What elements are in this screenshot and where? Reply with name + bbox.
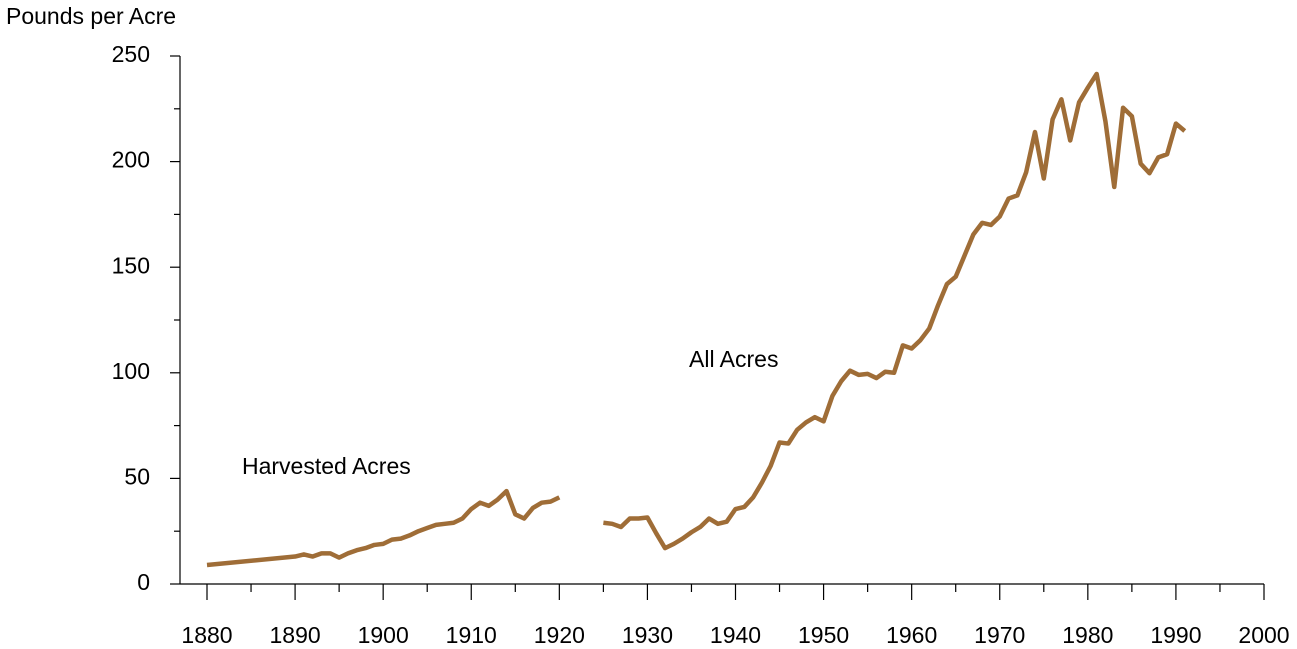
y-tick-label: 200 [112, 147, 150, 173]
y-tick-label: 100 [112, 358, 150, 384]
x-tick-label: 1880 [181, 622, 232, 648]
y-tick-label: 150 [112, 252, 150, 278]
x-tick-label: 1910 [446, 622, 497, 648]
x-tick-label: 1940 [710, 622, 761, 648]
line [206, 71, 1187, 568]
x-tick-label: 1930 [622, 622, 673, 648]
y-tick-label: 250 [112, 41, 150, 67]
y-axis-label: Pounds per Acre [6, 3, 176, 29]
x-tick-label: 1990 [1150, 622, 1201, 648]
annotation: Harvested Acres [242, 453, 411, 479]
y-tick-label: 50 [124, 463, 150, 489]
x-tick-label: 1970 [974, 622, 1025, 648]
y-tick-label: 0 [137, 569, 150, 595]
x-tick-label: 1950 [798, 622, 849, 648]
x-tick-label: 1920 [534, 622, 585, 648]
x-tick-label: 1890 [269, 622, 320, 648]
x-tick-label: 2000 [1238, 622, 1289, 648]
annotation: All Acres [689, 346, 778, 372]
x-tick-label: 1900 [358, 622, 409, 648]
x-tick-label: 1980 [1062, 622, 1113, 648]
x-tick-label: 1960 [886, 622, 937, 648]
